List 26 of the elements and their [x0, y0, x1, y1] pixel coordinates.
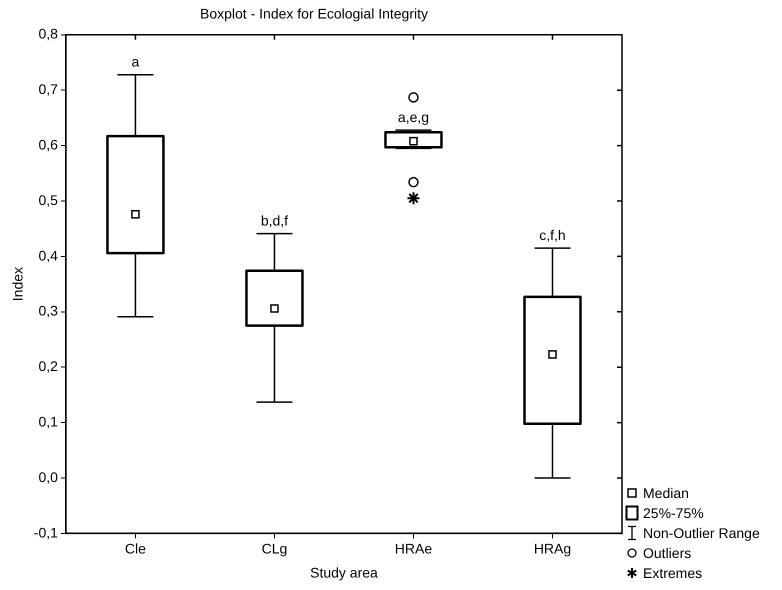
- text: Extremes: [643, 565, 702, 581]
- y-tick-label: 0,1: [38, 413, 58, 430]
- x-tick-label: Cle: [124, 540, 146, 557]
- y-tick-label: 0,4: [38, 247, 58, 264]
- annotation: b,d,f: [260, 212, 288, 229]
- y-tick-label: 0,7: [38, 81, 58, 98]
- y-axis-title: Index: [9, 266, 26, 302]
- y-tick-label: 0,5: [38, 192, 58, 208]
- text: 25%-75%: [643, 505, 704, 521]
- y-tick-label: -0,1: [34, 524, 58, 540]
- y-tick-label: 0,3: [38, 302, 58, 319]
- y-tick-label: 0,2: [38, 358, 58, 374]
- x-axis-title: Study area: [310, 564, 378, 580]
- y-tick-label: 0,6: [38, 136, 58, 152]
- text: Median: [643, 485, 689, 501]
- annotation: a,e,g: [398, 108, 430, 125]
- text: Outliers: [643, 545, 692, 561]
- x-tick-label: CLg: [262, 540, 288, 557]
- y-tick-label: 0,0: [38, 468, 58, 485]
- x-tick-label: HRAe: [394, 540, 432, 557]
- chart-title: Boxplot - Index for Ecologial Integrity: [200, 5, 428, 22]
- text: Non-Outlier Range: [643, 525, 760, 541]
- annotation: c,f,h: [539, 226, 566, 243]
- y-tick-label: 0,8: [38, 26, 58, 42]
- x-tick-label: HRAg: [534, 540, 572, 557]
- annotation: a: [132, 54, 140, 70]
